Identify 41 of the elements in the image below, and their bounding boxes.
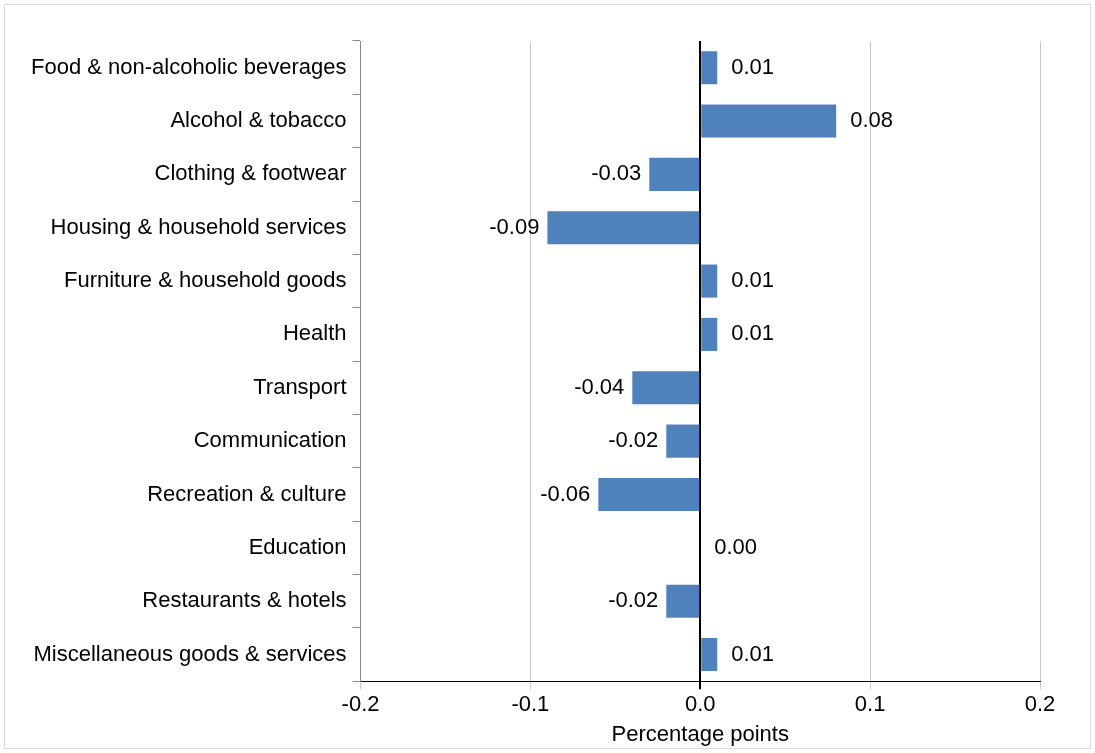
data-label: 0.01 — [731, 320, 775, 346]
y-tick-label: Transport — [253, 373, 347, 399]
x-tick-label: 0.2 — [1024, 691, 1056, 717]
data-label: -0.04 — [574, 373, 625, 399]
y-tick-label: Restaurants & hotels — [142, 587, 347, 613]
x-tick-label: 0.1 — [854, 691, 886, 717]
data-label: -0.02 — [608, 587, 659, 613]
y-tick-label: Education — [248, 533, 347, 559]
bar — [547, 211, 700, 245]
bar — [666, 424, 700, 458]
bar — [632, 371, 700, 405]
y-tick-label: Food & non-alcoholic beverages — [31, 53, 347, 79]
bar — [666, 584, 700, 618]
bar — [701, 317, 718, 351]
y-tick-label: Clothing & footwear — [154, 160, 347, 186]
y-tick-label: Health — [282, 320, 347, 346]
data-label: 0.08 — [850, 107, 893, 133]
y-tick-label: Recreation & culture — [147, 480, 347, 506]
bar — [598, 477, 700, 512]
y-tick-label: Furniture & household goods — [64, 267, 347, 293]
data-label: -0.02 — [608, 427, 659, 453]
data-label: 0.00 — [714, 533, 758, 559]
bar — [701, 51, 718, 85]
bar — [649, 157, 700, 191]
y-tick-label: Alcohol & tobacco — [170, 107, 347, 133]
y-tick-label: Miscellaneous goods & services — [33, 640, 347, 666]
data-label: -0.06 — [540, 480, 591, 506]
bar — [701, 104, 837, 138]
bar — [701, 264, 718, 298]
data-label: -0.09 — [489, 213, 540, 239]
data-label: 0.01 — [731, 53, 775, 79]
data-label: -0.03 — [591, 160, 642, 186]
bar — [701, 637, 718, 672]
x-tick-label: -0.1 — [511, 691, 550, 717]
x-tick-label: -0.2 — [341, 691, 380, 717]
y-tick-label: Communication — [193, 427, 347, 453]
x-tick-label: 0.0 — [684, 691, 716, 717]
data-label: 0.01 — [731, 640, 775, 666]
data-label: 0.01 — [731, 267, 775, 293]
y-tick-label: Housing & household services — [50, 213, 347, 239]
x-axis-title: Percentage points — [611, 720, 789, 746]
